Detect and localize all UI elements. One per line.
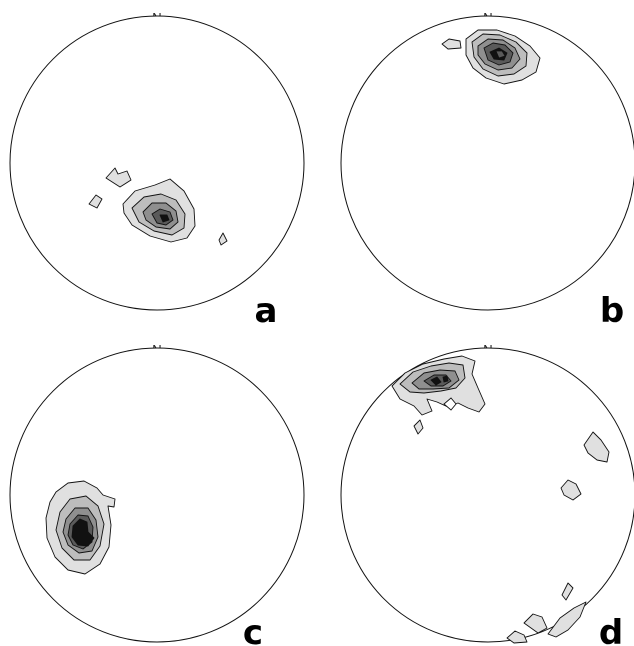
panel-a: N a bbox=[9, 10, 305, 331]
density-contours-d bbox=[391, 355, 610, 644]
panel-d: N d bbox=[340, 342, 634, 646]
panel-letter-d: d bbox=[599, 613, 623, 646]
panel-letter-c: c bbox=[243, 613, 263, 646]
stereonet-circle-b bbox=[340, 15, 634, 311]
panel-b: N b bbox=[340, 10, 634, 331]
panel-letter-a: a bbox=[255, 291, 278, 331]
panel-c: N c bbox=[9, 342, 305, 646]
density-contours-c bbox=[45, 480, 116, 575]
density-contours-b bbox=[441, 29, 541, 85]
stereonet-circle-d bbox=[340, 347, 634, 643]
stereonet-circle-a bbox=[9, 15, 305, 311]
density-contours-a bbox=[88, 167, 228, 246]
panel-letter-b: b bbox=[600, 291, 624, 331]
